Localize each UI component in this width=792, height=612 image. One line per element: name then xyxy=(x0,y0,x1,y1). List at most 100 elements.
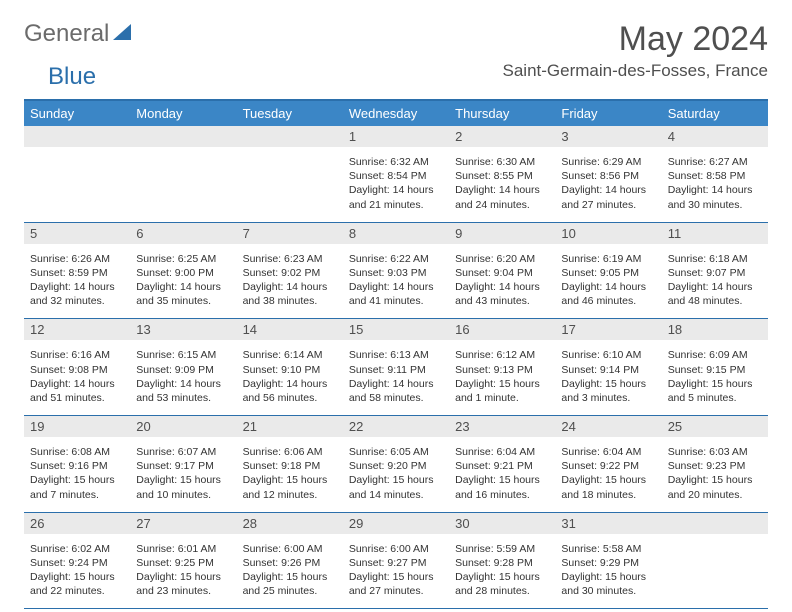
day-info: Sunrise: 6:22 AMSunset: 9:03 PMDaylight:… xyxy=(347,248,445,311)
day-cell: Sunrise: 5:58 AMSunset: 9:29 PMDaylight:… xyxy=(555,534,661,609)
day-info: Sunrise: 6:04 AMSunset: 9:21 PMDaylight:… xyxy=(453,441,551,504)
day-info-row: Sunrise: 6:08 AMSunset: 9:16 PMDaylight:… xyxy=(24,437,768,512)
day-number-row: 262728293031 xyxy=(24,512,768,534)
day-info: Sunrise: 6:27 AMSunset: 8:58 PMDaylight:… xyxy=(666,151,764,214)
day-info: Sunrise: 6:14 AMSunset: 9:10 PMDaylight:… xyxy=(241,344,339,407)
day-number-cell: 3 xyxy=(555,126,661,147)
day-info-row: Sunrise: 6:02 AMSunset: 9:24 PMDaylight:… xyxy=(24,534,768,609)
day-info: Sunrise: 6:25 AMSunset: 9:00 PMDaylight:… xyxy=(134,248,232,311)
day-header-saturday: Saturday xyxy=(662,100,768,126)
day-number-cell: 8 xyxy=(343,222,449,244)
day-info: Sunrise: 6:08 AMSunset: 9:16 PMDaylight:… xyxy=(28,441,126,504)
day-info: Sunrise: 6:30 AMSunset: 8:55 PMDaylight:… xyxy=(453,151,551,214)
day-header-sunday: Sunday xyxy=(24,100,130,126)
day-number-cell: 24 xyxy=(555,416,661,438)
day-number-cell: 11 xyxy=(662,222,768,244)
day-number-row: 19202122232425 xyxy=(24,416,768,438)
day-number-row: 567891011 xyxy=(24,222,768,244)
day-number-cell xyxy=(24,126,130,147)
day-info: Sunrise: 6:02 AMSunset: 9:24 PMDaylight:… xyxy=(28,538,126,601)
day-number-cell: 15 xyxy=(343,319,449,341)
day-number-cell: 14 xyxy=(237,319,343,341)
day-cell: Sunrise: 6:04 AMSunset: 9:22 PMDaylight:… xyxy=(555,437,661,512)
day-number-cell: 6 xyxy=(130,222,236,244)
day-number-cell: 7 xyxy=(237,222,343,244)
day-cell: Sunrise: 6:03 AMSunset: 9:23 PMDaylight:… xyxy=(662,437,768,512)
day-cell: Sunrise: 6:14 AMSunset: 9:10 PMDaylight:… xyxy=(237,340,343,415)
day-info: Sunrise: 6:06 AMSunset: 9:18 PMDaylight:… xyxy=(241,441,339,504)
day-info: Sunrise: 6:07 AMSunset: 9:17 PMDaylight:… xyxy=(134,441,232,504)
day-number-cell xyxy=(130,126,236,147)
day-number-cell: 19 xyxy=(24,416,130,438)
day-cell: Sunrise: 6:09 AMSunset: 9:15 PMDaylight:… xyxy=(662,340,768,415)
day-cell: Sunrise: 6:26 AMSunset: 8:59 PMDaylight:… xyxy=(24,244,130,319)
day-cell: Sunrise: 6:12 AMSunset: 9:13 PMDaylight:… xyxy=(449,340,555,415)
day-cell: Sunrise: 6:19 AMSunset: 9:05 PMDaylight:… xyxy=(555,244,661,319)
day-info: Sunrise: 6:03 AMSunset: 9:23 PMDaylight:… xyxy=(666,441,764,504)
day-header-wednesday: Wednesday xyxy=(343,100,449,126)
day-info: Sunrise: 6:05 AMSunset: 9:20 PMDaylight:… xyxy=(347,441,445,504)
day-number-cell: 12 xyxy=(24,319,130,341)
day-number-cell: 17 xyxy=(555,319,661,341)
day-number-cell: 25 xyxy=(662,416,768,438)
day-info-row: Sunrise: 6:32 AMSunset: 8:54 PMDaylight:… xyxy=(24,147,768,222)
day-cell xyxy=(24,147,130,222)
day-cell: Sunrise: 6:01 AMSunset: 9:25 PMDaylight:… xyxy=(130,534,236,609)
day-info: Sunrise: 6:32 AMSunset: 8:54 PMDaylight:… xyxy=(347,151,445,214)
day-number-cell: 31 xyxy=(555,512,661,534)
day-info: Sunrise: 6:10 AMSunset: 9:14 PMDaylight:… xyxy=(559,344,657,407)
day-info: Sunrise: 5:59 AMSunset: 9:28 PMDaylight:… xyxy=(453,538,551,601)
day-info: Sunrise: 6:15 AMSunset: 9:09 PMDaylight:… xyxy=(134,344,232,407)
day-cell: Sunrise: 6:30 AMSunset: 8:55 PMDaylight:… xyxy=(449,147,555,222)
day-cell: Sunrise: 6:06 AMSunset: 9:18 PMDaylight:… xyxy=(237,437,343,512)
day-cell: Sunrise: 6:29 AMSunset: 8:56 PMDaylight:… xyxy=(555,147,661,222)
day-cell: Sunrise: 6:32 AMSunset: 8:54 PMDaylight:… xyxy=(343,147,449,222)
logo: General xyxy=(24,20,133,48)
day-number-cell: 1 xyxy=(343,126,449,147)
day-cell: Sunrise: 6:02 AMSunset: 9:24 PMDaylight:… xyxy=(24,534,130,609)
day-cell: Sunrise: 6:16 AMSunset: 9:08 PMDaylight:… xyxy=(24,340,130,415)
day-info-row: Sunrise: 6:26 AMSunset: 8:59 PMDaylight:… xyxy=(24,244,768,319)
day-number-cell: 27 xyxy=(130,512,236,534)
day-info: Sunrise: 5:58 AMSunset: 9:29 PMDaylight:… xyxy=(559,538,657,601)
day-number-cell: 9 xyxy=(449,222,555,244)
day-cell: Sunrise: 6:10 AMSunset: 9:14 PMDaylight:… xyxy=(555,340,661,415)
day-header-row: Sunday Monday Tuesday Wednesday Thursday… xyxy=(24,100,768,126)
day-number-cell: 2 xyxy=(449,126,555,147)
calendar-body: 1234Sunrise: 6:32 AMSunset: 8:54 PMDayli… xyxy=(24,126,768,609)
day-info: Sunrise: 6:04 AMSunset: 9:22 PMDaylight:… xyxy=(559,441,657,504)
day-header-friday: Friday xyxy=(555,100,661,126)
day-info: Sunrise: 6:19 AMSunset: 9:05 PMDaylight:… xyxy=(559,248,657,311)
day-header-thursday: Thursday xyxy=(449,100,555,126)
day-cell: Sunrise: 6:27 AMSunset: 8:58 PMDaylight:… xyxy=(662,147,768,222)
day-number-cell: 30 xyxy=(449,512,555,534)
day-number-cell: 29 xyxy=(343,512,449,534)
day-number-cell: 21 xyxy=(237,416,343,438)
day-info: Sunrise: 6:23 AMSunset: 9:02 PMDaylight:… xyxy=(241,248,339,311)
day-cell: Sunrise: 6:23 AMSunset: 9:02 PMDaylight:… xyxy=(237,244,343,319)
day-number-cell xyxy=(237,126,343,147)
day-cell: Sunrise: 6:22 AMSunset: 9:03 PMDaylight:… xyxy=(343,244,449,319)
day-cell: Sunrise: 6:07 AMSunset: 9:17 PMDaylight:… xyxy=(130,437,236,512)
day-cell: Sunrise: 6:00 AMSunset: 9:27 PMDaylight:… xyxy=(343,534,449,609)
day-cell: Sunrise: 6:13 AMSunset: 9:11 PMDaylight:… xyxy=(343,340,449,415)
day-info: Sunrise: 6:18 AMSunset: 9:07 PMDaylight:… xyxy=(666,248,764,311)
day-cell: Sunrise: 6:15 AMSunset: 9:09 PMDaylight:… xyxy=(130,340,236,415)
day-info: Sunrise: 6:12 AMSunset: 9:13 PMDaylight:… xyxy=(453,344,551,407)
day-info: Sunrise: 6:00 AMSunset: 9:26 PMDaylight:… xyxy=(241,538,339,601)
day-cell: Sunrise: 6:04 AMSunset: 9:21 PMDaylight:… xyxy=(449,437,555,512)
day-number-cell: 13 xyxy=(130,319,236,341)
day-info-row: Sunrise: 6:16 AMSunset: 9:08 PMDaylight:… xyxy=(24,340,768,415)
day-cell xyxy=(662,534,768,609)
day-cell xyxy=(130,147,236,222)
day-info: Sunrise: 6:01 AMSunset: 9:25 PMDaylight:… xyxy=(134,538,232,601)
month-title: May 2024 xyxy=(503,20,768,59)
day-cell: Sunrise: 6:20 AMSunset: 9:04 PMDaylight:… xyxy=(449,244,555,319)
day-cell xyxy=(237,147,343,222)
day-number-cell: 10 xyxy=(555,222,661,244)
day-number-cell: 28 xyxy=(237,512,343,534)
day-number-cell xyxy=(662,512,768,534)
day-info: Sunrise: 6:09 AMSunset: 9:15 PMDaylight:… xyxy=(666,344,764,407)
day-number-cell: 23 xyxy=(449,416,555,438)
day-number-cell: 20 xyxy=(130,416,236,438)
